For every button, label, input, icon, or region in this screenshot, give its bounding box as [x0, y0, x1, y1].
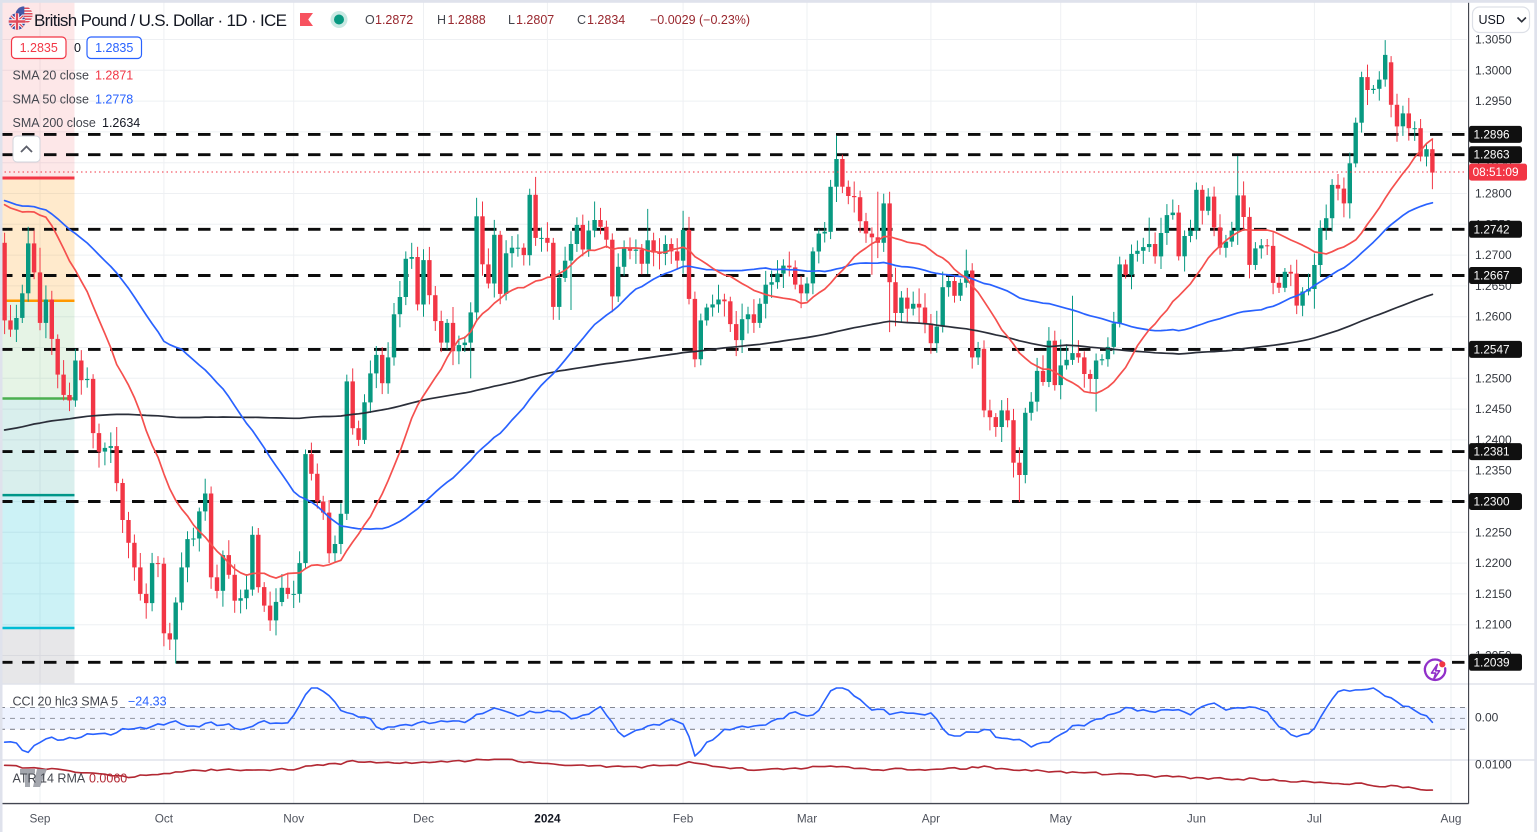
svg-text:1.2667: 1.2667 [1474, 269, 1510, 283]
svg-text:O: O [365, 13, 375, 27]
svg-text:1.2700: 1.2700 [1475, 248, 1512, 262]
svg-text:1.2742: 1.2742 [1474, 222, 1510, 236]
svg-text:1.3050: 1.3050 [1475, 33, 1512, 47]
svg-text:1.2200: 1.2200 [1475, 556, 1512, 570]
svg-text:1.2778: 1.2778 [95, 92, 133, 106]
svg-text:1.2600: 1.2600 [1475, 310, 1512, 324]
svg-text:−24.33: −24.33 [128, 695, 167, 709]
svg-text:ATR 14 RMA: ATR 14 RMA [13, 772, 86, 786]
svg-text:Sep: Sep [30, 812, 51, 826]
svg-text:1.2888: 1.2888 [448, 13, 486, 27]
svg-text:SMA 20 close: SMA 20 close [13, 69, 89, 83]
svg-text:H: H [437, 13, 446, 27]
svg-text:C: C [577, 13, 586, 27]
svg-text:2024: 2024 [534, 812, 561, 826]
svg-text:Feb: Feb [673, 812, 694, 826]
svg-text:0.00: 0.00 [1475, 710, 1499, 724]
svg-text:1.2300: 1.2300 [1474, 495, 1511, 509]
svg-text:0.0100: 0.0100 [1475, 757, 1512, 771]
svg-text:L: L [508, 13, 515, 27]
svg-text:Mar: Mar [797, 812, 817, 826]
svg-text:CCI 20 hlc3 SMA 5: CCI 20 hlc3 SMA 5 [13, 695, 119, 709]
svg-text:USD: USD [1479, 13, 1505, 27]
svg-text:1.2150: 1.2150 [1475, 587, 1512, 601]
svg-text:1.2250: 1.2250 [1475, 525, 1512, 539]
svg-text:British Pound / U.S. Dollar ·: British Pound / U.S. Dollar · 1D · ICE [34, 11, 287, 30]
svg-text:Dec: Dec [413, 812, 434, 826]
svg-text:1.2039: 1.2039 [1474, 655, 1510, 669]
svg-text:1.2950: 1.2950 [1475, 94, 1512, 108]
svg-text:1.2807: 1.2807 [516, 13, 554, 27]
svg-text:1.2500: 1.2500 [1475, 371, 1512, 385]
svg-text:1.2834: 1.2834 [587, 13, 625, 27]
svg-text:SMA 200 close: SMA 200 close [13, 116, 96, 130]
svg-text:1.2547: 1.2547 [1474, 342, 1510, 356]
svg-text:Apr: Apr [922, 812, 940, 826]
svg-text:1.2872: 1.2872 [375, 13, 413, 27]
svg-text:1.2835: 1.2835 [95, 41, 133, 55]
svg-text:1.2634: 1.2634 [102, 116, 140, 130]
svg-text:1.2863: 1.2863 [1474, 148, 1511, 162]
svg-text:1.2800: 1.2800 [1475, 187, 1512, 201]
svg-text:1.2896: 1.2896 [1474, 127, 1511, 141]
svg-text:0: 0 [74, 41, 81, 55]
svg-text:08:51:09: 08:51:09 [1473, 165, 1519, 179]
svg-text:SMA 50 close: SMA 50 close [13, 92, 89, 106]
svg-text:1.2871: 1.2871 [95, 69, 133, 83]
svg-text:Jun: Jun [1187, 812, 1206, 826]
svg-text:1.2450: 1.2450 [1475, 402, 1512, 416]
svg-text:Aug: Aug [1441, 812, 1462, 826]
svg-text:1.2100: 1.2100 [1475, 618, 1512, 632]
svg-text:Jul: Jul [1307, 812, 1322, 826]
svg-text:Oct: Oct [155, 812, 174, 826]
svg-text:0.0060: 0.0060 [89, 772, 127, 786]
svg-text:Nov: Nov [283, 812, 304, 826]
svg-text:1.2350: 1.2350 [1475, 464, 1512, 478]
svg-text:1.2835: 1.2835 [20, 41, 58, 55]
svg-text:May: May [1050, 812, 1072, 826]
svg-text:−0.0029 (−0.23%): −0.0029 (−0.23%) [650, 13, 750, 27]
svg-text:1.2381: 1.2381 [1474, 445, 1510, 459]
svg-text:1.3000: 1.3000 [1475, 63, 1512, 77]
